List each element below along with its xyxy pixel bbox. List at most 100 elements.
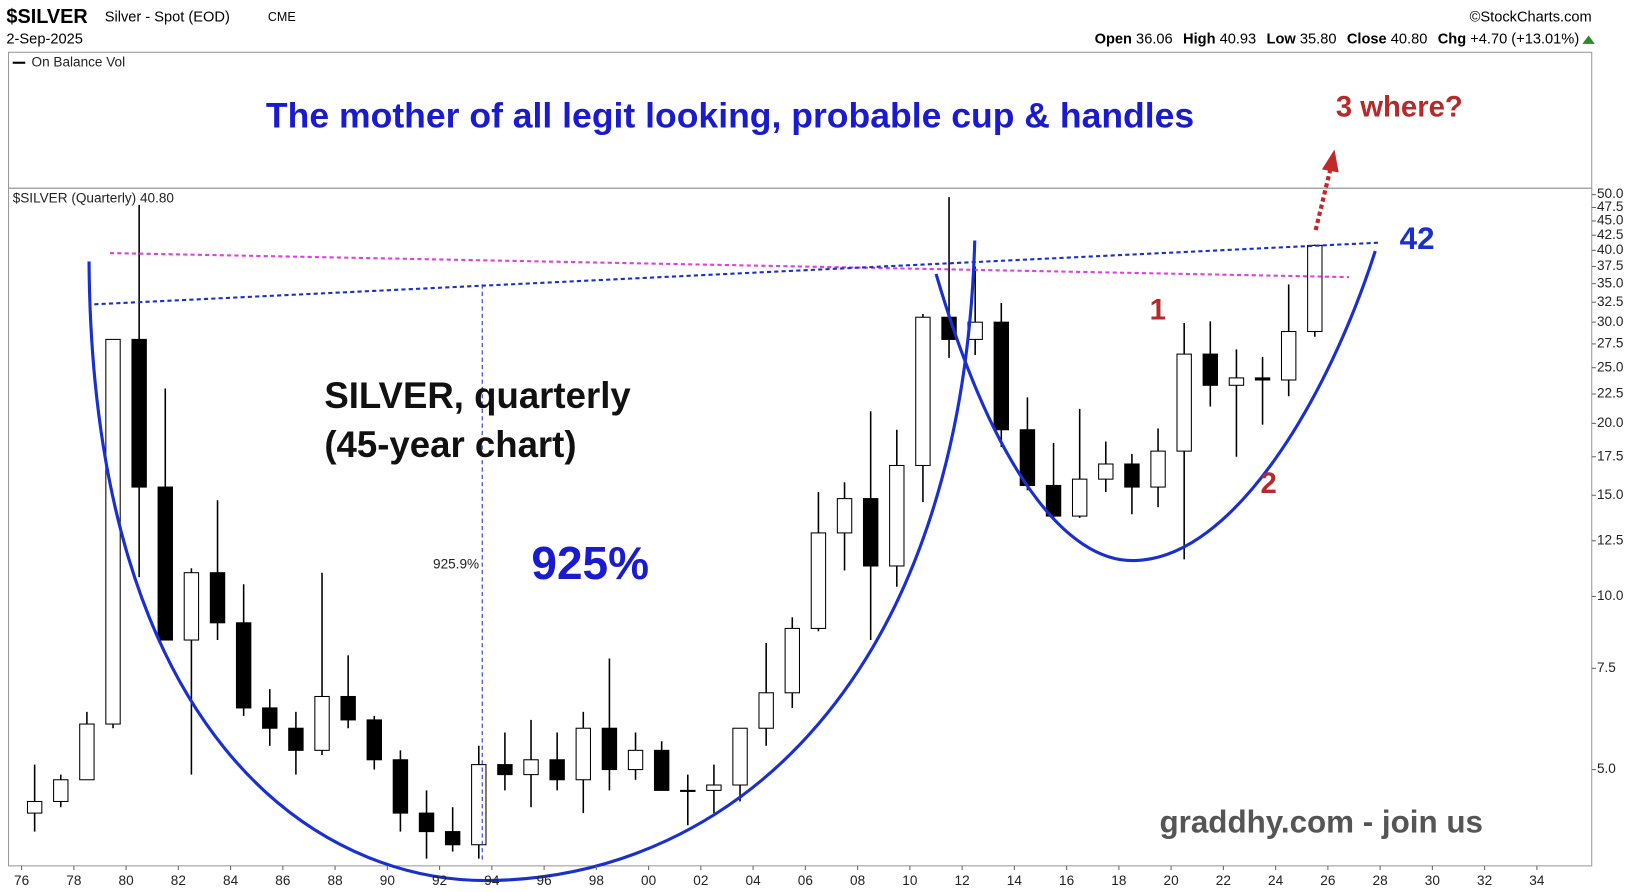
candle-body [183,572,200,641]
x-tick-label: 92 [432,873,447,888]
candle-body [993,321,1010,431]
candle-body [1228,377,1245,386]
candle-body [1202,353,1219,386]
price-panel [7,187,1593,867]
candle-body [1124,463,1140,488]
y-tick-label: 15.0 [1597,487,1624,502]
candle-body [1176,353,1192,452]
target-arrowhead [1321,149,1339,173]
symbol: $SILVER [6,6,87,28]
candle-body [1045,484,1062,517]
candle-body [915,316,931,466]
candle-body [862,498,879,567]
quote-line: Open 36.06 High 40.93 Low 35.80 Close 40… [1095,32,1580,48]
x-tick-label: 02 [693,873,708,888]
candle-body [889,464,905,567]
candle-body [627,749,644,771]
candle-body [1071,478,1088,517]
x-tick-label: 16 [1059,873,1074,888]
y-tick-label: 17.5 [1597,448,1623,463]
y-tick-label: 25.0 [1597,359,1624,374]
candle-body [1307,244,1323,333]
value: 40.93 [1220,32,1257,48]
x-tick-label: 86 [275,873,290,888]
x-tick-label: 14 [1007,873,1023,888]
candle-body [105,338,121,725]
annotation: 3 where? [1336,90,1463,123]
x-tick-label: 08 [850,873,865,888]
annotation: 925.9% [433,556,479,571]
candle-body [131,338,147,488]
candle-body [784,627,801,694]
candle-body [1280,330,1297,381]
y-tick-label: 32.5 [1597,294,1623,309]
value: 35.80 [1300,32,1337,48]
candle-body [758,692,774,729]
candles [26,197,1323,859]
x-tick-label: 28 [1373,873,1388,888]
y-tick-label: 5.0 [1597,761,1616,776]
value: 40.80 [1391,32,1428,48]
candle-body [444,831,461,846]
label: Open [1095,32,1132,48]
y-tick-label: 40.0 [1597,242,1624,257]
candle-body [497,764,513,776]
x-tick-label: 10 [902,873,918,888]
candle-body [314,695,330,751]
candle-body [549,759,565,781]
chart-title: The mother of all legit looking, probabl… [266,96,1194,136]
candle-body [157,486,173,641]
y-tick-label: 30.0 [1597,314,1624,329]
candle-body [471,764,487,846]
x-tick-label: 34 [1529,873,1545,888]
candle-body [1098,463,1114,480]
y-tick-label: 27.5 [1597,336,1623,351]
x-tick-label: 98 [589,873,604,888]
y-tick-label: 50.0 [1597,186,1624,201]
x-tick-label: 96 [537,873,552,888]
candle-body [1254,377,1271,381]
watermark: graddhy.com - join us [1159,804,1483,839]
x-tick-label: 78 [66,873,81,888]
x-tick-label: 82 [171,873,186,888]
y-tick-label: 22.5 [1597,386,1623,401]
x-tick-label: 88 [328,873,343,888]
x-tick-label: 04 [746,873,762,888]
candle-body [53,779,69,803]
label: High [1183,32,1216,48]
instrument-name: Silver - Spot (EOD) [105,10,230,26]
x-tick-label: 84 [223,873,239,888]
candle-body [1150,450,1166,488]
x-tick-label: 30 [1425,873,1441,888]
candle-body [706,784,722,791]
y-tick-label: 47.5 [1597,199,1623,214]
x-tick-label: 12 [955,873,970,888]
exchange: CME [268,10,296,24]
candle-body [262,707,278,729]
candle-body [575,727,591,781]
y-tick-label: 7.5 [1597,660,1616,675]
annotation: 42 [1400,221,1435,256]
candle-body [601,727,618,771]
x-tick-label: 24 [1268,873,1284,888]
candle-body [366,719,382,761]
y-tick-label: 35.0 [1597,275,1624,290]
x-tick-label: 18 [1111,873,1126,888]
candle-body [340,695,356,721]
label: Low [1267,32,1297,48]
y-tick-label: 42.5 [1597,227,1623,242]
candle-body [209,572,226,624]
resistance-line [109,252,1350,279]
annotation: 1 [1150,293,1166,326]
candle-body [732,727,748,786]
candle-body [235,622,252,709]
annotation: 2 [1260,467,1276,500]
target-arrow [1313,168,1333,231]
handle-curve [934,250,1377,563]
annotation: (45-year chart) [324,424,576,465]
candle-body [680,789,696,792]
candle-body [288,727,304,751]
up-arrow [1582,35,1595,44]
cup-curve [87,240,977,883]
